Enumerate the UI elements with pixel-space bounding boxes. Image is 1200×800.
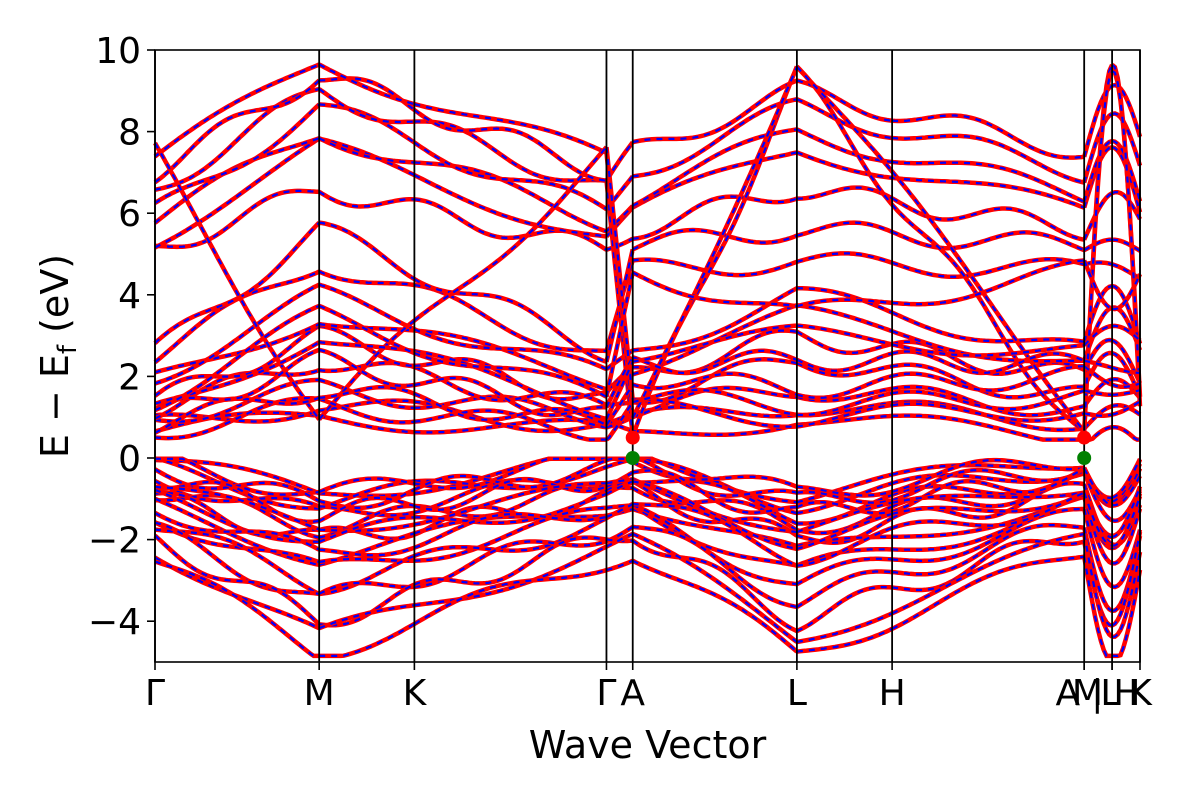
band-line-blue xyxy=(154,283,1142,385)
band-edge-marker xyxy=(625,430,640,445)
band-line-blue xyxy=(154,252,1141,364)
x-tick-label: M xyxy=(1072,673,1103,714)
band-edge-marker xyxy=(625,451,640,465)
x-tick-label: Γ xyxy=(145,673,165,714)
band-line-blue xyxy=(154,491,1142,567)
band-lines xyxy=(153,62,1143,659)
band-edge-marker xyxy=(1077,430,1092,445)
y-axis-label: E − Ef (eV) xyxy=(33,254,83,458)
band-line-blue xyxy=(154,221,1141,363)
band-line-blue xyxy=(154,186,1141,251)
x-tick-label: H xyxy=(879,673,906,714)
band-line-blue xyxy=(154,348,1141,417)
x-tick-label: L xyxy=(1100,673,1120,714)
y-tick-label: 8 xyxy=(118,113,141,154)
x-tick-label: Γ xyxy=(596,673,616,714)
x-tick-label: M xyxy=(304,673,335,714)
band-edge-markers xyxy=(625,430,1092,465)
y-tick-label: −4 xyxy=(88,602,141,643)
y-tick-label: 2 xyxy=(118,357,141,398)
band-line-blue xyxy=(154,480,1142,550)
band-edge-marker xyxy=(1077,451,1092,465)
x-axis-label: Wave Vector xyxy=(529,723,767,767)
band-line-blue xyxy=(154,555,1142,657)
band-line-blue xyxy=(154,98,1142,211)
x-tick-label: L xyxy=(787,673,807,714)
x-tick-label: A xyxy=(1055,673,1080,714)
y-axis-label-unit: (eV) xyxy=(33,254,77,345)
band-line-blue xyxy=(154,324,1141,421)
band-line-blue xyxy=(154,128,1142,233)
y-axis-label-main: E − E xyxy=(33,354,77,458)
y-tick-label: 0 xyxy=(118,439,141,480)
y-tick-label: 10 xyxy=(95,31,141,72)
x-tick-label: K xyxy=(403,673,428,714)
x-axis: Γ M K Γ A L H AM|LHK xyxy=(145,662,1153,714)
band-line-blue xyxy=(154,79,1142,191)
x-tick-label: K xyxy=(1128,673,1153,714)
x-tick-label: A xyxy=(620,673,645,714)
y-tick-label: 6 xyxy=(118,194,141,235)
band-line-blue xyxy=(154,388,1141,441)
x-tick-label: H xyxy=(1113,673,1140,714)
y-tick-label: 4 xyxy=(118,276,141,317)
band-line-blue xyxy=(154,532,1142,644)
plot-frame xyxy=(154,49,1141,663)
x-tick-label: | xyxy=(1091,673,1103,714)
band-line-blue xyxy=(154,259,1141,412)
y-axis: −4 −2 0 2 4 6 8 10 xyxy=(88,31,155,643)
y-axis-label-sub: f xyxy=(53,344,83,354)
y-tick-label: −2 xyxy=(88,521,141,562)
band-line-blue xyxy=(154,365,1141,434)
band-line-blue xyxy=(154,142,1141,428)
